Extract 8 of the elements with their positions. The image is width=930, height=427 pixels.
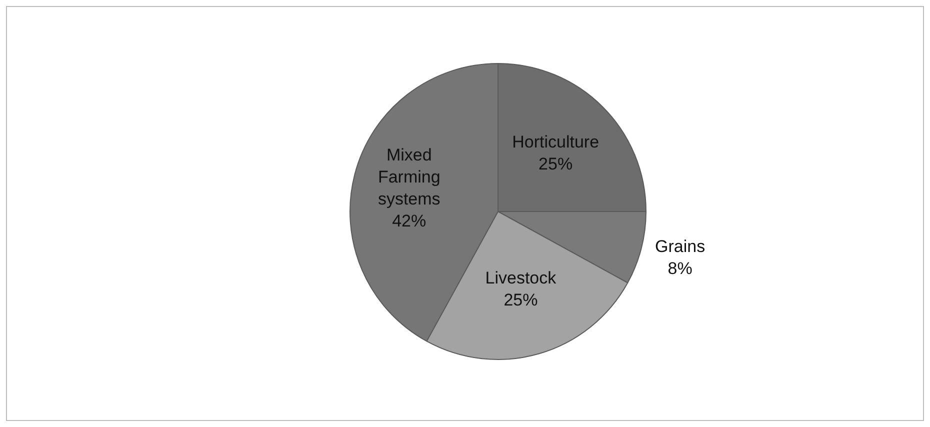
data-label: 25% <box>504 290 538 310</box>
data-label: 25% <box>538 154 573 174</box>
slice-label: Grains <box>655 236 706 256</box>
slice-label: Livestock <box>485 268 557 288</box>
data-label: 42% <box>392 211 426 230</box>
data-label: 8% <box>668 258 692 278</box>
slice-label: Horticulture <box>512 132 600 152</box>
slice-label: Mixed Farming systems <box>378 145 440 208</box>
